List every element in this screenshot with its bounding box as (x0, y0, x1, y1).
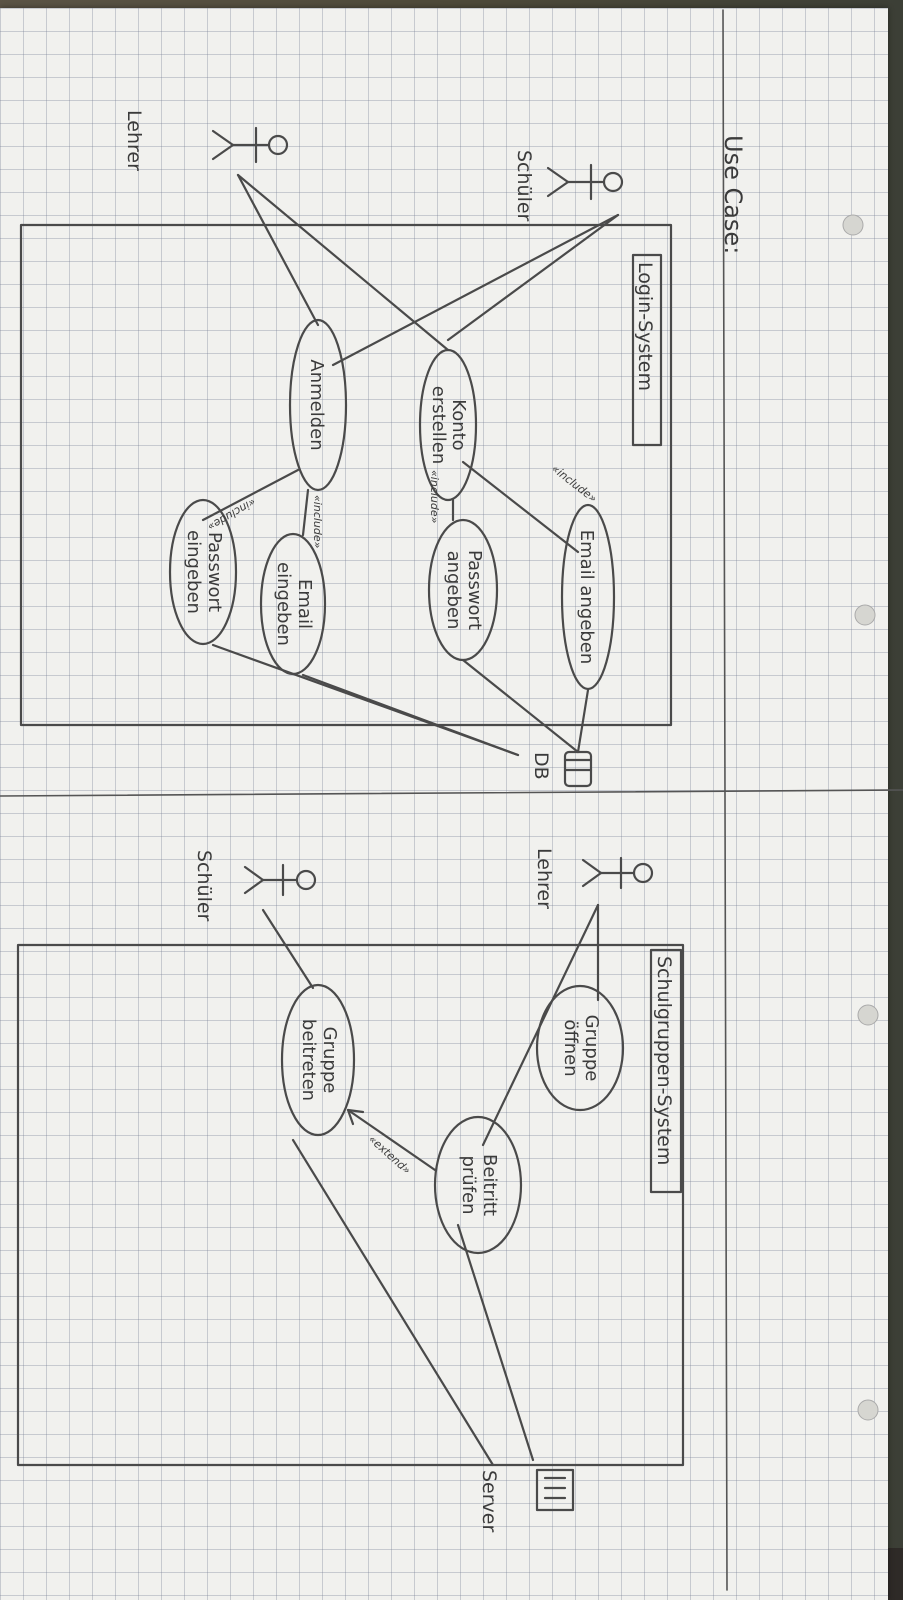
svg-text:prüfen: prüfen (458, 1155, 479, 1214)
svg-text:eingeben: eingeben (183, 530, 204, 614)
assoc-lehrer-beitritt (481, 903, 600, 1147)
usecase-konto-erstellen: Konto erstellen (418, 348, 478, 502)
assoc-schueler-gruppe-beitreten (261, 908, 315, 990)
svg-text:eingeben: eingeben (273, 562, 294, 646)
svg-text:angeben: angeben (443, 551, 464, 630)
extend-relation (346, 1108, 437, 1172)
db-label: DB (530, 752, 552, 780)
usecase-gruppe-oeffnen: Gruppe öffnen (535, 984, 625, 1112)
usecase-anmelden: Anmelden (288, 318, 348, 492)
include-anmelden-email (301, 488, 310, 537)
group-system-title: Schulgruppen-System (653, 956, 675, 1165)
assoc-lehrer-anmelden (236, 173, 320, 327)
login-system-boundary (19, 223, 673, 727)
assoc-beitritt-server (456, 1223, 535, 1462)
actor-lehrer-1: Lehrer (123, 110, 289, 171)
include-label-1: «include» (549, 462, 599, 505)
db-cylinder-icon (563, 750, 593, 788)
svg-text:Passwort: Passwort (464, 550, 485, 630)
actor-lehrer-2-label: Lehrer (533, 848, 555, 909)
include-konto-email (461, 460, 580, 554)
page-margin-line (722, 9, 728, 1591)
actor-schueler-2: Schüler (193, 850, 317, 922)
punch-holes (842, 214, 879, 1421)
svg-text:Anmelden: Anmelden (306, 359, 327, 450)
svg-text:Gruppe: Gruppe (319, 1027, 340, 1094)
svg-text:Email: Email (294, 579, 315, 629)
login-system-title: Login-System (634, 262, 656, 391)
svg-text:Email angeben: Email angeben (576, 530, 597, 665)
page-heading: Use Case: (719, 135, 747, 254)
svg-text:erstellen: erstellen (428, 386, 449, 464)
include-anmelden-passwort (201, 468, 300, 522)
assoc-gruppe-beitreten-server (291, 1138, 495, 1467)
assoc-schueler-konto (446, 213, 620, 342)
include-label-2: «include» (428, 470, 441, 524)
include-label-3: «include» (311, 495, 324, 549)
assoc-email-db (576, 688, 590, 754)
svg-text:Gruppe: Gruppe (581, 1015, 602, 1082)
svg-text:öffnen: öffnen (560, 1019, 581, 1076)
usecase-beitritt-pruefen: Beitritt prüfen (433, 1115, 523, 1255)
usecase-email-angeben: Email angeben (560, 503, 616, 691)
usecase-email-eingeben: Email eingeben (259, 532, 327, 676)
assoc-lehrer-konto (236, 173, 450, 352)
usecase-gruppe-beitreten: Gruppe beitreten (280, 983, 356, 1137)
usecase-passwort-eingeben: Passwort eingeben (168, 498, 238, 646)
page-fold-line (0, 789, 903, 797)
actor-lehrer-1-label: Lehrer (123, 110, 145, 171)
actor-schueler-2-label: Schüler (193, 850, 215, 922)
grid-paper (0, 8, 888, 1600)
actor-schueler-1-label: Schüler (513, 150, 535, 222)
assoc-schueler-anmelden (331, 213, 620, 367)
svg-text:Passwort: Passwort (204, 532, 225, 612)
svg-text:Beitritt: Beitritt (479, 1154, 500, 1216)
actor-lehrer-2: Lehrer (533, 848, 654, 909)
server-label: Server (478, 1470, 500, 1532)
server-icon (535, 1468, 575, 1512)
assoc-passwort2-db (211, 643, 520, 757)
extend-arrow-head (346, 1108, 365, 1126)
group-system-title-box (649, 948, 683, 1194)
login-system-title-box (631, 253, 663, 447)
actor-schueler-1: Schüler (513, 150, 624, 222)
svg-text:beitreten: beitreten (298, 1019, 319, 1101)
usecase-passwort-angeben: Passwort angeben (427, 518, 499, 662)
svg-text:Konto: Konto (448, 399, 469, 450)
group-system-boundary (16, 943, 685, 1467)
assoc-passwort-db (461, 658, 580, 754)
